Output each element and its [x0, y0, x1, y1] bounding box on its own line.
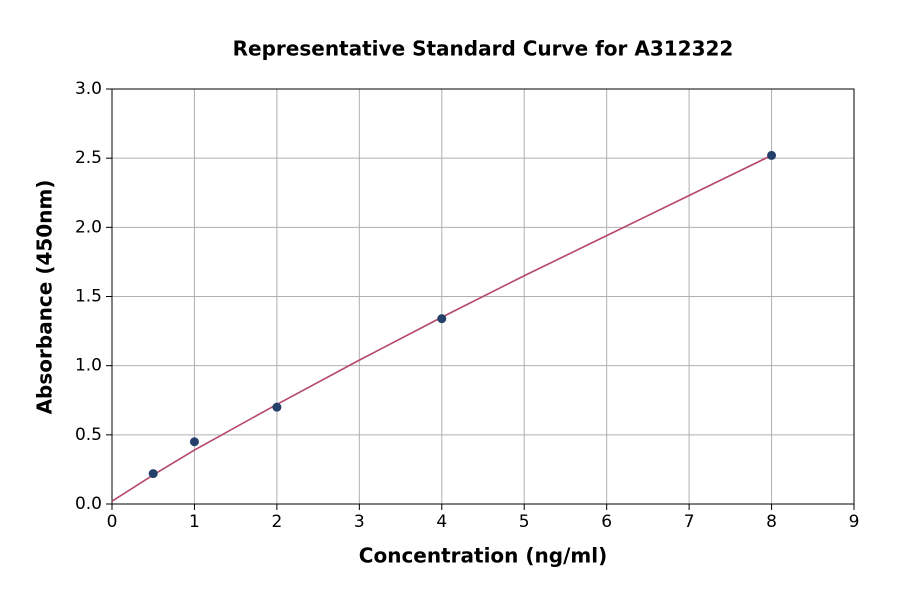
plot-frame	[111, 88, 855, 505]
y-tick-label: 1.0	[75, 356, 102, 376]
data-point	[272, 402, 282, 412]
y-tick-label: 0.0	[75, 494, 102, 514]
y-tick-label: 0.5	[75, 425, 102, 445]
x-tick-label: 1	[189, 512, 200, 532]
chart-title: Representative Standard Curve for A31232…	[233, 37, 734, 61]
y-axis-label: Absorbance (450nm)	[33, 180, 57, 415]
fit-curve	[111, 154, 772, 502]
x-tick-label: 5	[519, 512, 530, 532]
x-tick-label: 0	[107, 512, 118, 532]
data-point	[148, 469, 158, 479]
y-tick-label: 1.5	[75, 287, 102, 307]
x-tick-label: 2	[271, 512, 282, 532]
y-tick-label: 3.0	[75, 79, 102, 99]
x-tick-label: 9	[849, 512, 860, 532]
x-tick-label: 7	[684, 512, 695, 532]
data-point	[189, 437, 199, 447]
x-tick-label: 6	[601, 512, 612, 532]
y-tick-label: 2.5	[75, 148, 102, 168]
x-tick-label: 4	[436, 512, 447, 532]
x-tick-label: 8	[766, 512, 777, 532]
x-tick-label: 3	[354, 512, 365, 532]
x-axis-label: Concentration (ng/ml)	[359, 544, 607, 568]
data-point	[437, 314, 447, 324]
data-point	[767, 150, 777, 160]
y-tick-label: 2.0	[75, 217, 102, 237]
